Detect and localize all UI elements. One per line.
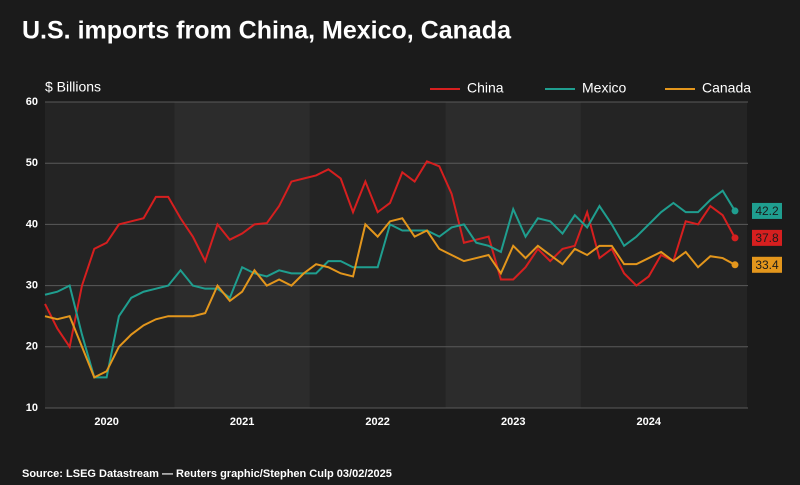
y-tick-label: 50 — [26, 157, 38, 169]
y-tick-label: 20 — [26, 341, 38, 353]
x-tick-label: 2024 — [637, 416, 662, 428]
y-axis-label: $ Billions — [45, 79, 101, 95]
end-label-box — [752, 202, 782, 219]
y-tick-label: 10 — [26, 402, 38, 414]
year-band — [445, 102, 581, 408]
end-label: 37.8 — [755, 231, 779, 245]
line — [44, 217, 736, 379]
bands — [45, 102, 747, 408]
end-label: 33.4 — [755, 258, 779, 272]
source: Source: LSEG Datastream — Reuters graphi… — [22, 468, 392, 480]
year-band — [45, 102, 175, 408]
y-tick-label: 40 — [26, 218, 38, 230]
year-band — [309, 102, 446, 408]
legend-label: China — [467, 80, 504, 96]
end-label: 42.2 — [755, 204, 779, 218]
end-dot — [731, 234, 739, 242]
end-dot — [731, 261, 739, 269]
legend-label: Canada — [702, 80, 751, 96]
end-label-box — [752, 256, 782, 273]
line — [44, 189, 736, 379]
x-tick-label: 2022 — [365, 416, 389, 428]
x-tick-label: 2021 — [230, 416, 254, 428]
x-tick-label: 2020 — [94, 416, 118, 428]
year-band — [174, 102, 310, 408]
y-tick-label: 30 — [26, 280, 38, 292]
legend-label: Mexico — [582, 80, 627, 96]
chart-title: U.S. imports from China, Mexico, Canada — [22, 17, 512, 45]
y-tick-label: 60 — [26, 96, 38, 108]
x-tick-label: 2023 — [501, 416, 525, 428]
end-dot — [731, 207, 739, 215]
end-label-box — [752, 229, 782, 246]
line — [44, 160, 736, 350]
